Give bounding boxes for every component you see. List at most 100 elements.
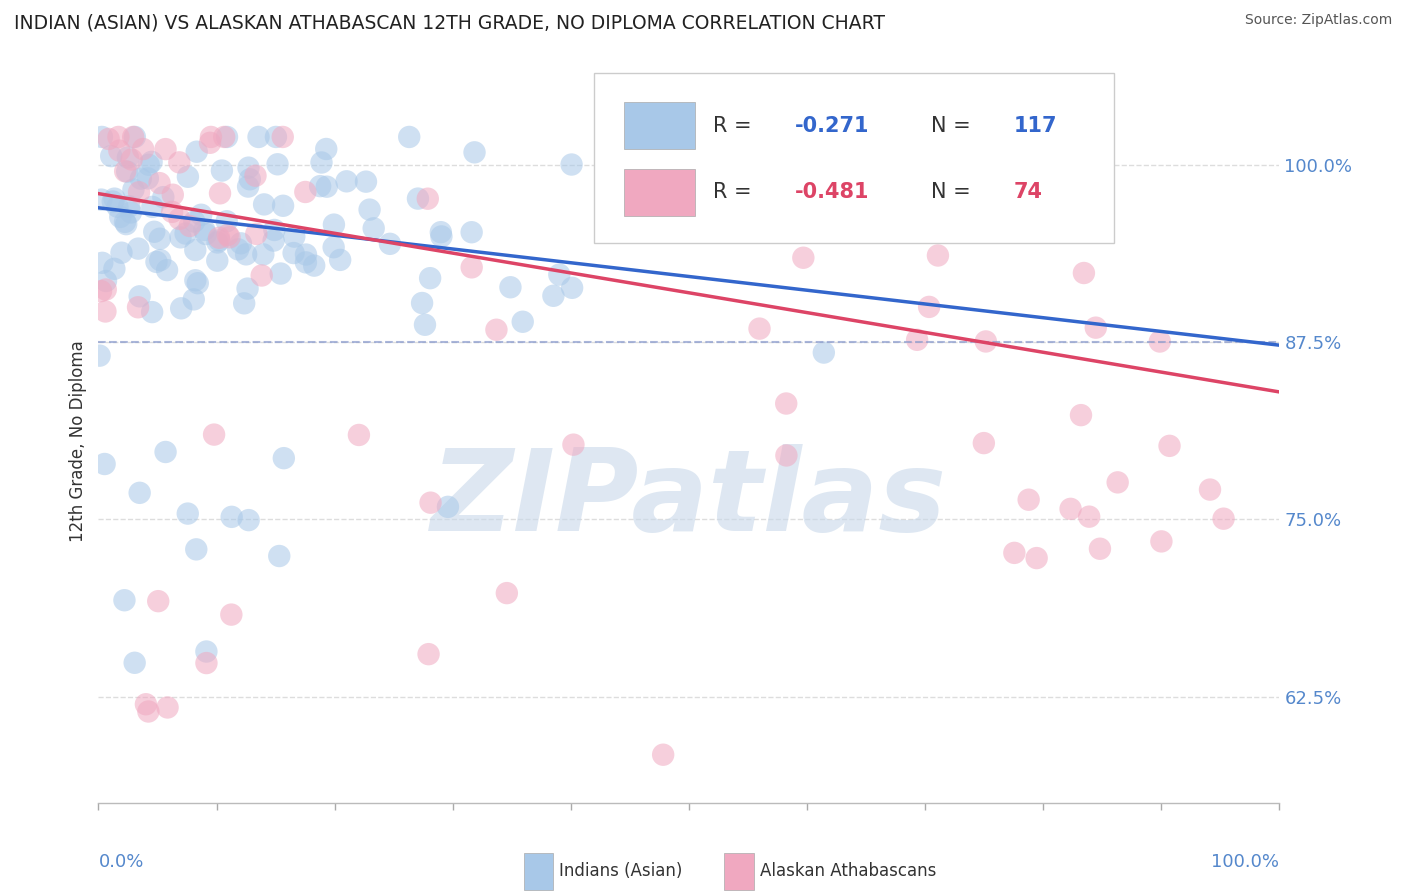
Point [378,236,401,251]
Point [170,301,193,316]
Point [177,507,200,521]
Text: -0.271: -0.271 [796,116,870,136]
FancyBboxPatch shape [724,854,754,889]
Point [94,304,117,318]
Point [90,193,112,207]
Point [1025,551,1047,566]
Point [295,255,318,269]
Point [363,221,385,235]
Point [460,225,482,239]
Point [801,195,824,210]
Point [94,283,117,297]
Point [208,186,231,201]
Point [114,164,136,178]
Point [94,274,117,288]
Point [311,155,333,169]
Text: INDIAN (ASIAN) VS ALASKAN ATHABASCAN 12TH GRADE, NO DIPLOMA CORRELATION CHART: INDIAN (ASIAN) VS ALASKAN ATHABASCAN 12T… [14,13,884,32]
Point [354,175,377,189]
Point [108,144,131,158]
Point [283,229,305,244]
Point [169,155,191,169]
Point [156,263,179,277]
Point [211,163,233,178]
Point [160,205,183,219]
Point [138,705,160,719]
Point [905,333,928,347]
Point [91,130,114,145]
Point [221,607,243,622]
Point [187,276,209,290]
Point [1073,266,1095,280]
Point [103,192,125,206]
Point [271,199,294,213]
Point [1078,509,1101,524]
Point [117,151,139,165]
Point [169,211,191,226]
Text: Indians (Asian): Indians (Asian) [560,863,682,880]
Point [238,161,260,175]
Point [124,656,146,670]
Point [141,200,163,214]
Point [271,130,294,145]
Point [1088,541,1111,556]
Point [512,315,534,329]
Point [127,242,149,256]
Point [217,227,239,242]
Point [138,158,160,172]
Point [264,130,287,145]
Point [100,149,122,163]
Point [183,293,205,307]
Point [1002,546,1025,560]
Text: -0.481: -0.481 [796,182,870,202]
Point [238,513,260,527]
Point [652,747,675,762]
Point [775,449,797,463]
Point [359,202,381,217]
Point [1212,511,1234,525]
Point [561,281,583,295]
Point [416,192,439,206]
Point [495,586,517,600]
Point [748,321,770,335]
Text: R =: R = [713,182,758,202]
Y-axis label: 12th Grade, No Diploma: 12th Grade, No Diploma [69,341,87,542]
FancyBboxPatch shape [523,854,553,889]
Point [110,245,132,260]
Point [1059,501,1081,516]
Point [1018,492,1040,507]
Point [315,179,337,194]
Point [235,247,257,261]
Point [97,132,120,146]
Point [974,334,997,349]
Point [543,289,565,303]
Point [93,457,115,471]
Point [135,698,157,712]
Text: 0.0%: 0.0% [98,854,143,871]
Point [118,199,141,213]
Point [430,229,453,244]
Point [136,171,159,186]
Text: ZIPatlas: ZIPatlas [430,444,948,555]
Point [309,179,332,194]
Text: 117: 117 [1014,116,1057,136]
Point [738,214,761,228]
Point [266,157,288,171]
Point [215,214,238,228]
Point [120,205,142,219]
Point [252,247,274,261]
Point [419,271,441,285]
Point [129,171,152,186]
Point [198,136,221,150]
Point [263,223,285,237]
Point [245,227,267,241]
Point [411,296,433,310]
Point [128,289,150,303]
Text: Alaskan Athabascans: Alaskan Athabascans [759,863,936,880]
Point [218,230,240,244]
Point [239,172,262,186]
Point [323,218,346,232]
Point [177,169,200,184]
Point [212,130,235,145]
Point [813,345,835,359]
Point [184,273,207,287]
